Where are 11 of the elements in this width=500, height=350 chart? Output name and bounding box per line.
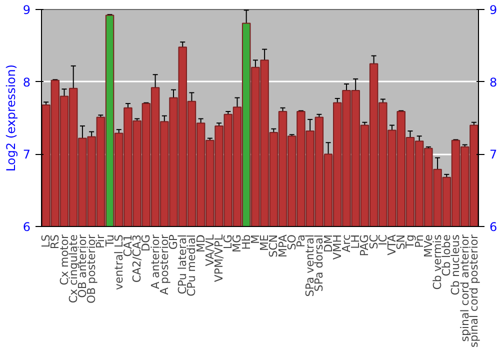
y-tick-label: 9: [22, 3, 31, 17]
y2-tick-label: 6: [490, 220, 498, 234]
x-tick-label: OB posterior: [85, 234, 98, 304]
y2-tick-label: 8: [490, 75, 498, 90]
y-tick-label: 6: [22, 220, 31, 234]
y-tick-label: 8: [22, 75, 31, 90]
y2-tick-label: 9: [490, 3, 498, 17]
x-tick-label: Tg: [404, 234, 417, 250]
y2-tick-label: 7: [490, 148, 498, 162]
y-axis-title: Log2 (expression): [4, 64, 18, 172]
y-tick-label: 7: [22, 148, 31, 162]
